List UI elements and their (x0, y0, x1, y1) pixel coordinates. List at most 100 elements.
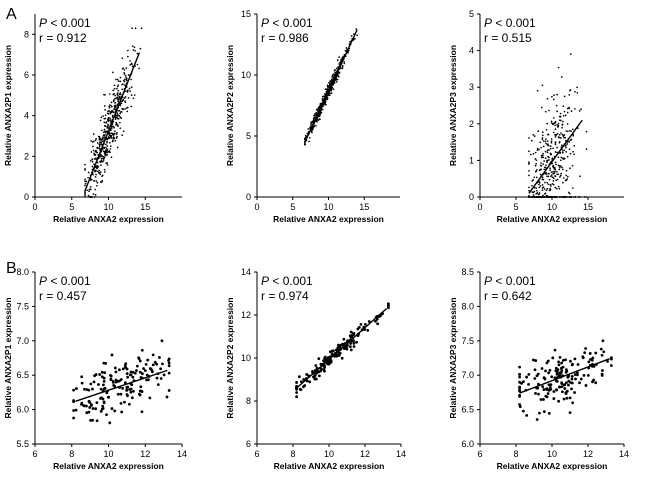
data-point (544, 150, 547, 153)
data-point (110, 353, 114, 357)
data-point (599, 347, 603, 351)
data-point (566, 111, 569, 114)
data-point (103, 171, 106, 173)
data-point (560, 361, 563, 365)
data-point (547, 133, 550, 136)
data-point (87, 410, 91, 414)
data-point (313, 125, 316, 128)
data-point (302, 378, 306, 381)
data-point (308, 140, 310, 143)
data-point (387, 304, 390, 308)
scatter-points (528, 53, 588, 198)
data-point (544, 369, 547, 373)
data-point (317, 108, 319, 110)
data-point (558, 115, 561, 118)
data-point (103, 93, 105, 96)
data-point (588, 352, 592, 355)
data-point (119, 392, 123, 396)
data-point (129, 387, 133, 391)
data-point (556, 110, 558, 113)
data-point (533, 377, 537, 380)
data-point (148, 396, 152, 400)
data-point (564, 358, 567, 362)
data-point (534, 164, 537, 167)
y-tick-label: 6.5 (461, 405, 474, 415)
scatter-panel-a3: 0 1 2 3 4 5 0 5 10 15 Relative ANXA2 expression Rel… (448, 9, 624, 224)
data-point (610, 364, 613, 367)
data-point (135, 364, 139, 368)
data-point (114, 378, 118, 382)
data-point (113, 133, 115, 136)
data-point (100, 142, 102, 145)
data-point (104, 154, 107, 157)
data-point (349, 348, 353, 352)
data-point (550, 375, 554, 379)
data-point (552, 179, 555, 182)
data-point (528, 189, 530, 192)
data-point (102, 400, 106, 404)
data-point (542, 186, 545, 188)
data-point (555, 163, 557, 166)
data-point (126, 385, 130, 389)
data-point (298, 387, 302, 391)
data-point (584, 347, 587, 350)
data-point (572, 196, 575, 198)
data-point (532, 179, 535, 181)
x-tick-label: 6 (254, 449, 259, 459)
data-point (119, 104, 122, 107)
data-point (100, 407, 104, 411)
x-axis-title: Relative ANXA2 expression (273, 214, 384, 224)
y-tick-label: 6 (24, 70, 29, 80)
data-point (159, 377, 163, 380)
data-point (585, 196, 588, 198)
data-point (583, 196, 586, 198)
data-point (103, 128, 106, 131)
data-point (540, 164, 543, 167)
data-point (113, 126, 116, 129)
data-point (109, 151, 111, 154)
data-point (320, 108, 323, 111)
data-point (115, 123, 118, 126)
data-point (558, 374, 562, 378)
data-point (569, 167, 571, 170)
data-point (329, 92, 331, 95)
data-point (317, 357, 321, 360)
data-point (337, 354, 341, 357)
data-point (543, 160, 546, 162)
data-point (557, 399, 560, 403)
data-point (104, 134, 106, 136)
data-point (72, 409, 75, 412)
data-point (538, 196, 541, 198)
y-axis-title: Relative ANXA2P1 expression (3, 297, 13, 418)
data-point (528, 169, 530, 172)
data-point (116, 78, 119, 81)
data-point (80, 381, 84, 385)
data-point (564, 144, 567, 147)
data-point (315, 371, 318, 375)
x-tick-label: 14 (396, 449, 406, 459)
data-point (133, 371, 137, 375)
data-point (107, 123, 109, 126)
data-point (99, 181, 102, 183)
r-value-text: r = 0.515 (484, 31, 532, 45)
data-point (113, 87, 116, 90)
data-point (101, 404, 105, 408)
data-point (537, 392, 540, 396)
data-point (567, 191, 570, 194)
data-point (156, 383, 160, 386)
x-tick-label: 10 (103, 202, 113, 212)
data-point (558, 187, 561, 190)
data-point (106, 141, 108, 144)
data-point (540, 196, 542, 198)
data-point (571, 401, 575, 405)
data-point (94, 188, 97, 191)
data-point (553, 172, 556, 174)
data-point (559, 112, 562, 115)
data-point (120, 410, 124, 414)
data-point (128, 373, 132, 377)
data-point (564, 196, 567, 198)
data-point (124, 100, 126, 102)
data-point (553, 122, 556, 124)
data-point (542, 376, 546, 380)
data-point (541, 137, 544, 139)
